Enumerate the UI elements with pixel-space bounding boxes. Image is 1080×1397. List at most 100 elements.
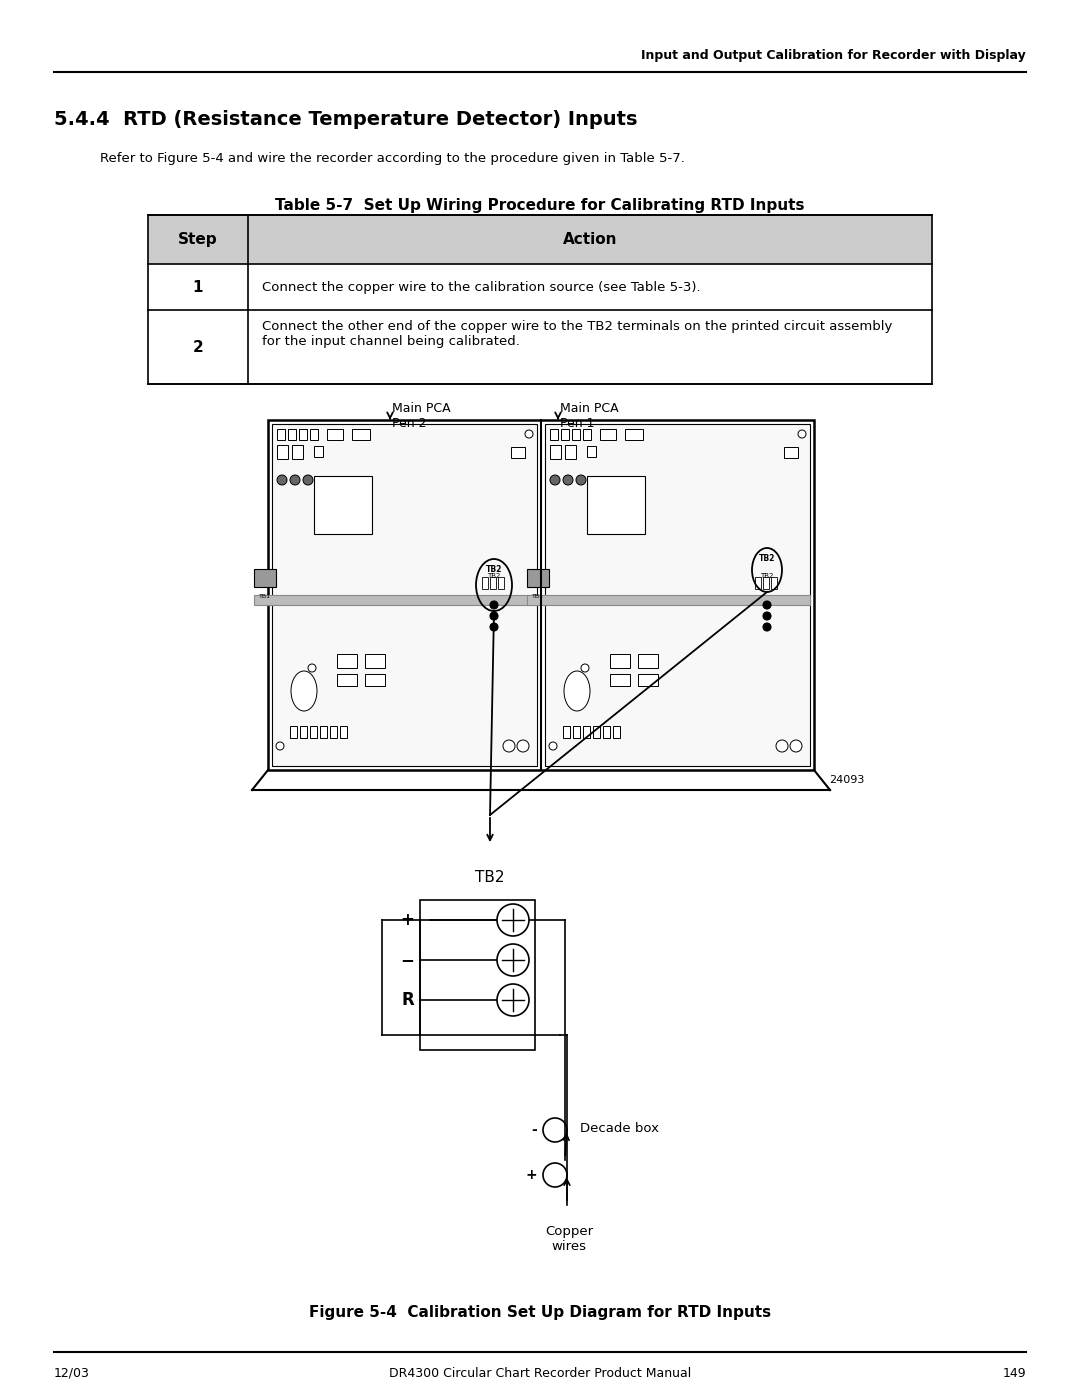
Circle shape [798, 430, 806, 439]
Bar [148, 215, 932, 264]
Text: 1: 1 [192, 279, 203, 295]
Text: -: - [531, 1123, 537, 1137]
Text: TB2: TB2 [487, 573, 501, 578]
Circle shape [497, 944, 529, 977]
Circle shape [549, 742, 557, 750]
Text: Main PCA
Pen 1: Main PCA Pen 1 [561, 402, 619, 430]
Text: Figure 5-4  Calibration Set Up Diagram for RTD Inputs: Figure 5-4 Calibration Set Up Diagram fo… [309, 1305, 771, 1320]
Bar [588, 476, 645, 534]
Circle shape [503, 740, 515, 752]
Bar [292, 446, 303, 460]
Bar [583, 429, 591, 440]
Bar [638, 654, 658, 668]
Bar [638, 673, 658, 686]
Bar [314, 476, 372, 534]
Text: Input and Output Calibration for Recorder with Display: Input and Output Calibration for Recorde… [642, 49, 1026, 61]
Text: Copper
wires: Copper wires [545, 1225, 593, 1253]
Text: TB1: TB1 [532, 594, 544, 598]
Text: 24093: 24093 [829, 775, 864, 785]
Bar [330, 726, 337, 738]
Bar [327, 429, 343, 440]
Circle shape [517, 740, 529, 752]
Bar [314, 446, 323, 457]
Circle shape [762, 623, 771, 631]
Bar [482, 577, 488, 590]
Bar [603, 726, 610, 738]
Circle shape [497, 904, 529, 936]
Bar [563, 726, 570, 738]
Circle shape [543, 1162, 567, 1187]
Bar [288, 429, 296, 440]
Bar [610, 673, 630, 686]
Bar [588, 446, 596, 457]
Text: Table 5-7  Set Up Wiring Procedure for Calibrating RTD Inputs: Table 5-7 Set Up Wiring Procedure for Ca… [275, 198, 805, 212]
Bar [565, 446, 576, 460]
Bar [593, 726, 600, 738]
Circle shape [303, 475, 313, 485]
Text: Decade box: Decade box [580, 1122, 659, 1134]
Text: +: + [525, 1168, 537, 1182]
Text: Connect the copper wire to the calibration source (see Table 5-3).: Connect the copper wire to the calibrati… [262, 281, 701, 293]
Circle shape [762, 612, 771, 620]
Circle shape [576, 475, 586, 485]
Circle shape [525, 430, 534, 439]
Circle shape [276, 742, 284, 750]
Bar [365, 673, 384, 686]
Bar [276, 429, 285, 440]
Bar [299, 429, 307, 440]
Bar [561, 429, 569, 440]
Bar [310, 429, 318, 440]
Text: TB2: TB2 [759, 555, 775, 563]
Bar [337, 654, 357, 668]
Text: R: R [402, 990, 414, 1009]
Text: DR4300 Circular Chart Recorder Product Manual: DR4300 Circular Chart Recorder Product M… [389, 1368, 691, 1380]
Bar [291, 726, 297, 738]
Text: −: − [400, 951, 414, 970]
Bar [762, 577, 769, 590]
Bar [784, 447, 798, 458]
Text: TB2: TB2 [760, 573, 773, 578]
Text: Refer to Figure 5-4 and wire the recorder according to the procedure given in Ta: Refer to Figure 5-4 and wire the recorde… [100, 152, 685, 165]
Text: +: + [400, 911, 414, 929]
Circle shape [308, 664, 316, 672]
Text: 5.4.4  RTD (Resistance Temperature Detector) Inputs: 5.4.4 RTD (Resistance Temperature Detect… [54, 110, 637, 129]
Circle shape [497, 983, 529, 1016]
Circle shape [789, 740, 802, 752]
Text: 2: 2 [192, 339, 203, 355]
Bar [254, 595, 537, 605]
Circle shape [543, 1118, 567, 1141]
Bar [545, 425, 810, 766]
Bar [337, 673, 357, 686]
Bar [550, 429, 558, 440]
Bar [625, 429, 643, 440]
Circle shape [777, 740, 788, 752]
Text: TB2: TB2 [475, 870, 504, 886]
Bar [572, 429, 580, 440]
Ellipse shape [564, 671, 590, 711]
Bar [490, 577, 496, 590]
Bar [365, 654, 384, 668]
Bar [420, 900, 535, 1051]
Bar [340, 726, 347, 738]
Bar [300, 726, 307, 738]
Ellipse shape [291, 671, 318, 711]
Bar [276, 446, 288, 460]
Bar [550, 446, 561, 460]
Text: TB2: TB2 [486, 564, 502, 574]
Bar [771, 577, 777, 590]
Bar [498, 577, 504, 590]
Bar [320, 726, 327, 738]
Bar [511, 447, 525, 458]
Bar [755, 577, 761, 590]
Circle shape [762, 601, 771, 609]
Circle shape [490, 612, 498, 620]
Circle shape [550, 475, 561, 485]
Text: Connect the other end of the copper wire to the TB2 terminals on the printed cir: Connect the other end of the copper wire… [262, 320, 892, 348]
Circle shape [581, 664, 589, 672]
Circle shape [490, 601, 498, 609]
Text: Step: Step [178, 232, 218, 247]
Bar [527, 569, 549, 587]
Circle shape [490, 623, 498, 631]
Bar [527, 595, 810, 605]
Circle shape [291, 475, 300, 485]
